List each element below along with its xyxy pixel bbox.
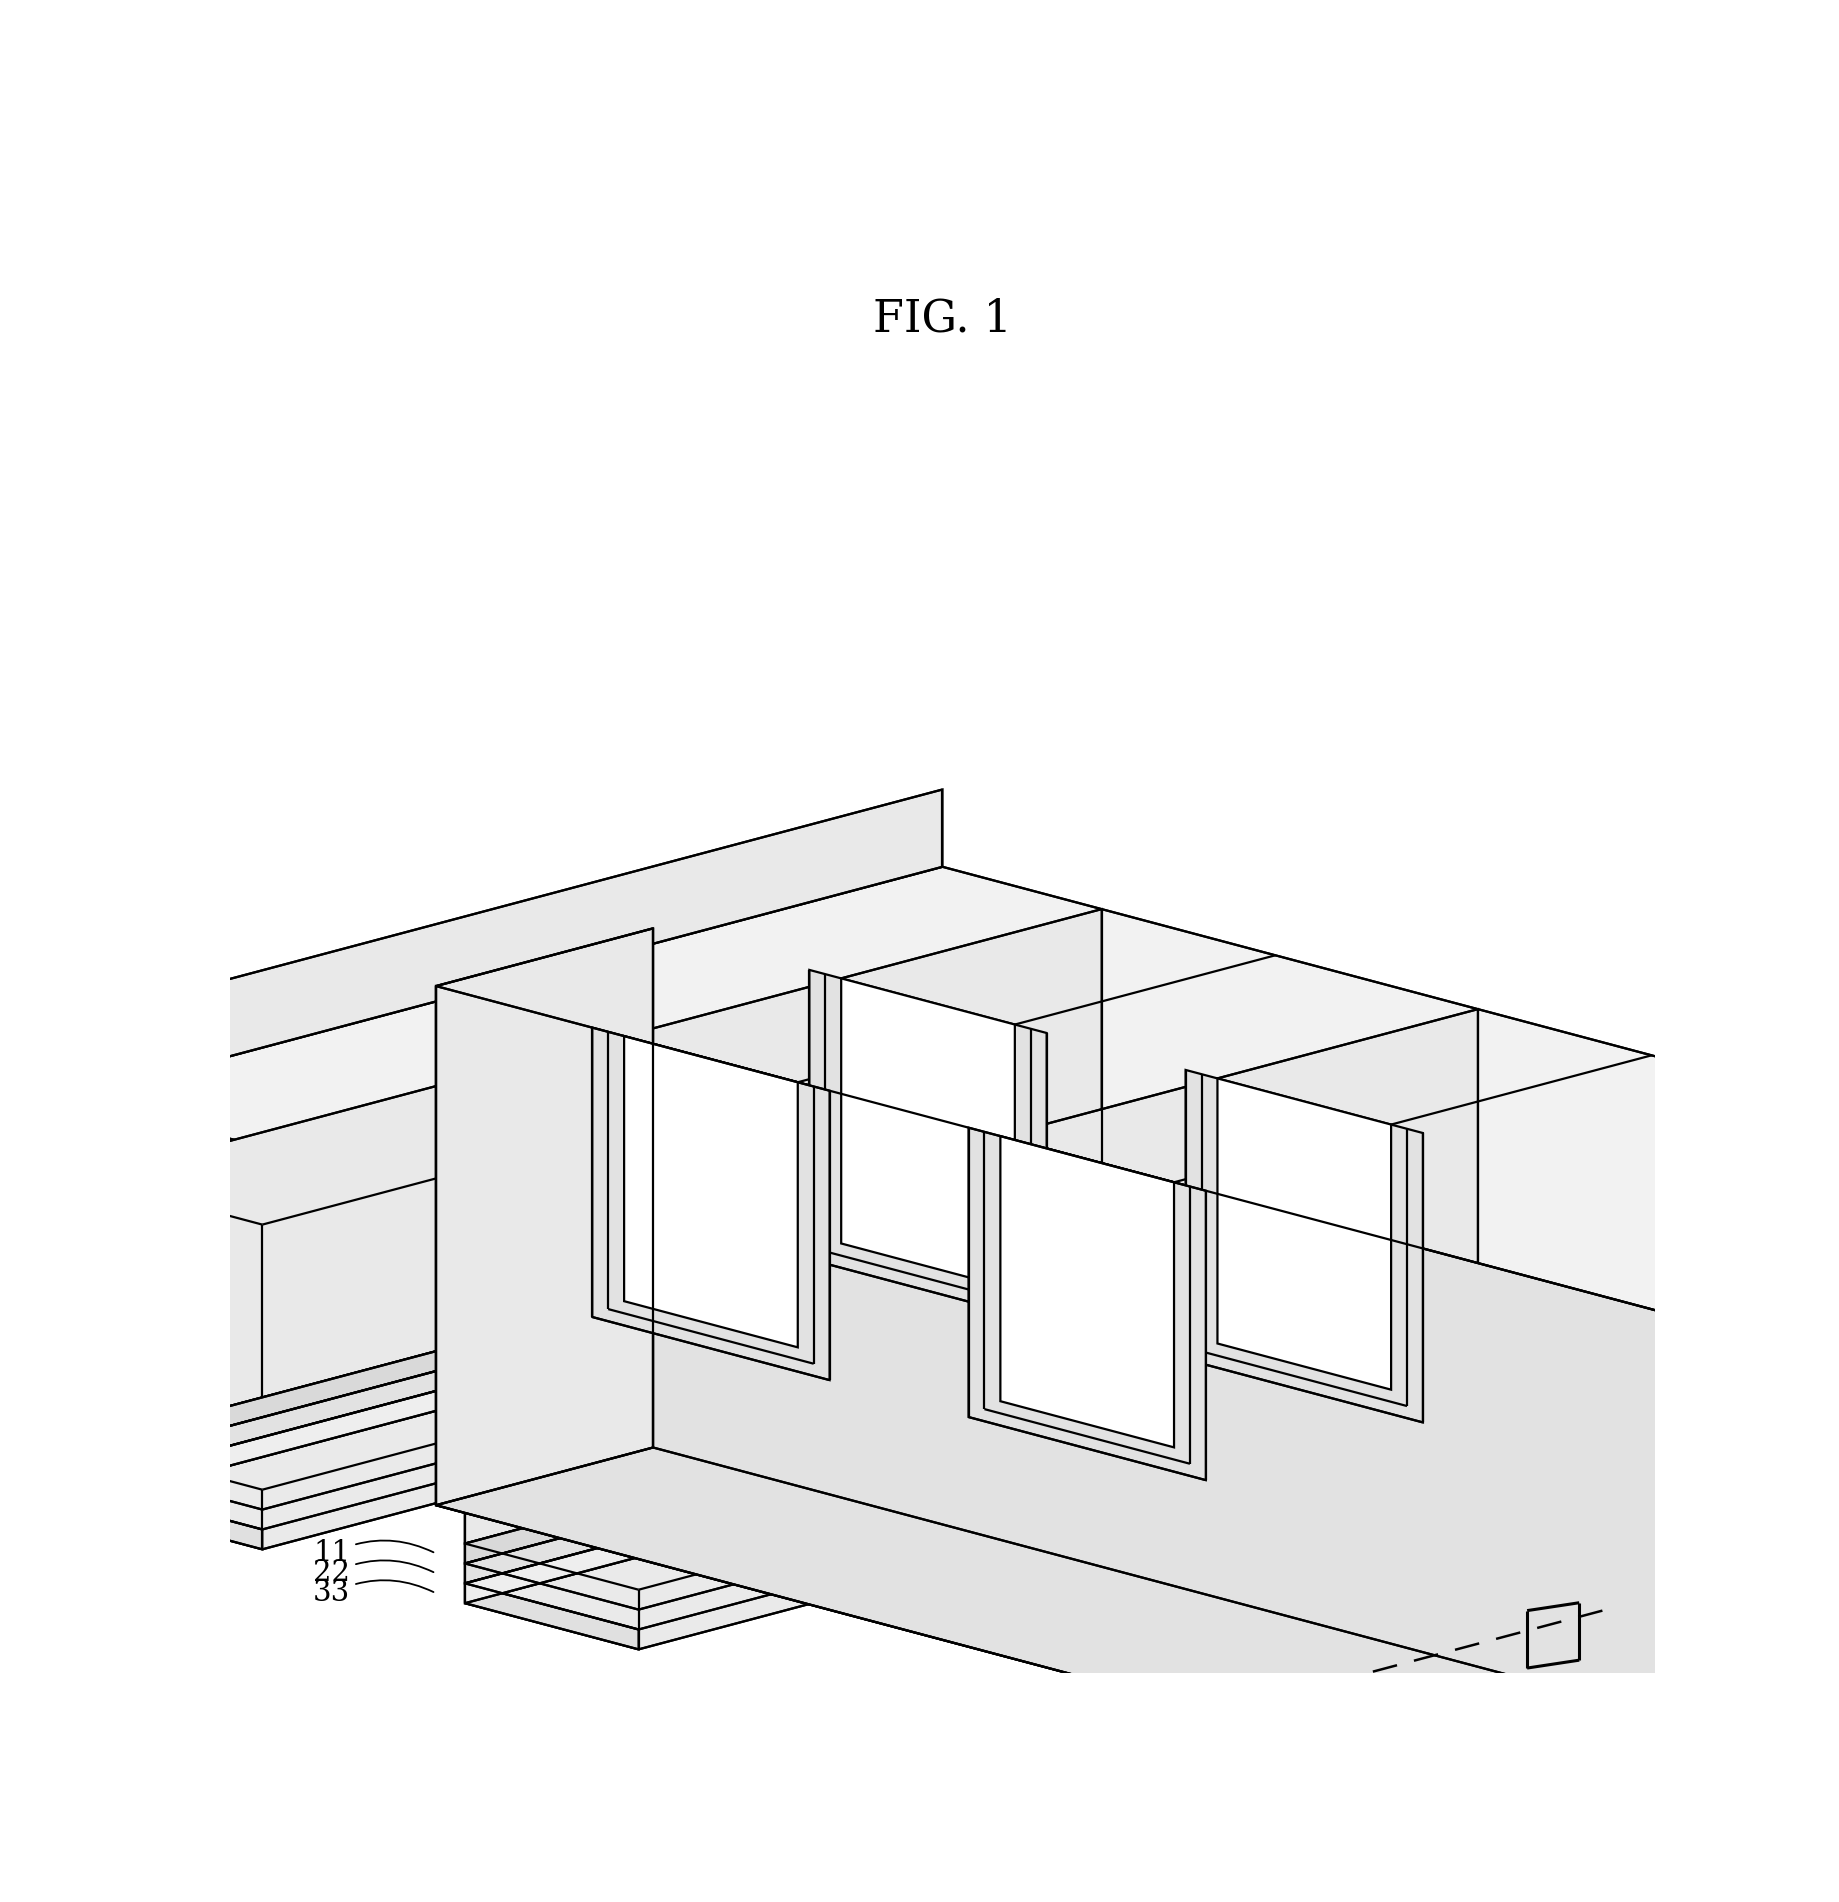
- Polygon shape: [436, 1447, 1839, 1902]
- Polygon shape: [465, 1293, 1651, 1609]
- Polygon shape: [88, 1174, 1102, 1463]
- Polygon shape: [1217, 1078, 1390, 1390]
- Polygon shape: [840, 978, 1015, 1290]
- Text: 87: 87: [469, 1341, 708, 1402]
- Polygon shape: [436, 985, 1839, 1902]
- Text: I: I: [1453, 1598, 1548, 1636]
- Polygon shape: [88, 909, 1102, 1444]
- Polygon shape: [88, 1444, 263, 1510]
- Text: 57': 57': [616, 1113, 714, 1141]
- Polygon shape: [1186, 1071, 1423, 1423]
- Polygon shape: [969, 1128, 1206, 1480]
- Text: 75: 75: [1026, 1406, 1160, 1434]
- Polygon shape: [465, 1274, 1651, 1590]
- Polygon shape: [623, 1037, 798, 1347]
- Polygon shape: [88, 1234, 1274, 1550]
- Polygon shape: [0, 789, 942, 1135]
- Polygon shape: [465, 1582, 638, 1649]
- Text: 53: 53: [839, 1075, 899, 1105]
- Polygon shape: [88, 1194, 1274, 1510]
- Text: 77F: 77F: [1026, 1426, 1181, 1455]
- Text: 81: 81: [1026, 1446, 1160, 1474]
- Polygon shape: [1782, 1232, 1839, 1409]
- Text: FIG. 1: FIG. 1: [874, 299, 1011, 340]
- Polygon shape: [1782, 1198, 1839, 1409]
- Polygon shape: [465, 1314, 1651, 1630]
- Text: 57': 57': [1230, 1185, 1298, 1213]
- Polygon shape: [1782, 1143, 1839, 1286]
- Text: 33: 33: [313, 1579, 434, 1607]
- Polygon shape: [88, 1213, 1102, 1503]
- Polygon shape: [436, 928, 653, 1504]
- Polygon shape: [0, 867, 1839, 1537]
- Text: I': I': [1194, 1470, 1269, 1506]
- Polygon shape: [465, 1293, 1479, 1582]
- Polygon shape: [465, 1544, 638, 1609]
- Polygon shape: [88, 1484, 263, 1550]
- Polygon shape: [0, 1059, 1434, 1537]
- Polygon shape: [465, 1563, 638, 1630]
- Polygon shape: [465, 1278, 638, 1590]
- Polygon shape: [88, 1213, 1274, 1529]
- Polygon shape: [465, 1314, 1479, 1603]
- Polygon shape: [88, 1463, 263, 1529]
- Polygon shape: [88, 1179, 263, 1489]
- Polygon shape: [88, 1174, 1274, 1489]
- Text: 11: 11: [313, 1539, 434, 1567]
- Text: 22: 22: [313, 1560, 434, 1588]
- Polygon shape: [465, 1010, 1479, 1544]
- Polygon shape: [809, 970, 1046, 1322]
- Polygon shape: [1000, 1135, 1173, 1447]
- Polygon shape: [465, 1333, 1651, 1649]
- Polygon shape: [592, 1027, 829, 1381]
- Polygon shape: [465, 1274, 1479, 1563]
- Polygon shape: [88, 1194, 1102, 1484]
